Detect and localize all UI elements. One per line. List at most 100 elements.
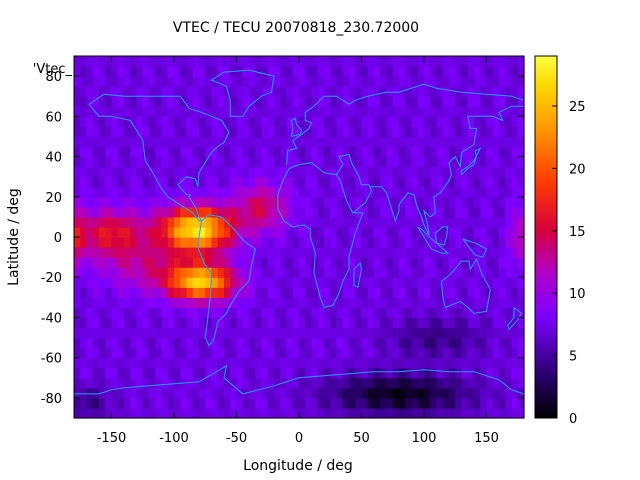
heatmap-cell — [186, 387, 194, 399]
heatmap-cell — [417, 367, 425, 379]
heatmap-cell — [342, 257, 350, 268]
heatmap-cell — [236, 407, 244, 419]
heatmap-cell — [130, 297, 138, 308]
heatmap-cell — [492, 56, 500, 67]
heatmap-cell — [505, 126, 513, 138]
heatmap-cell — [392, 196, 400, 208]
heatmap-cell — [161, 56, 169, 67]
heatmap-cell — [311, 136, 319, 148]
heatmap-cell — [399, 196, 406, 208]
heatmap-cell — [92, 186, 100, 198]
heatmap-cell — [380, 377, 388, 389]
heatmap-cell — [280, 337, 288, 349]
heatmap-cell — [167, 357, 175, 369]
heatmap-cell — [80, 66, 88, 77]
heatmap-cell — [217, 407, 225, 419]
heatmap-cell — [124, 347, 131, 359]
heatmap-cell — [136, 367, 144, 379]
heatmap-cell — [324, 407, 331, 419]
heatmap-cell — [492, 86, 500, 97]
heatmap-cell — [355, 357, 363, 369]
heatmap-cell — [224, 226, 231, 238]
heatmap-cell — [217, 186, 225, 198]
heatmap-cell — [355, 156, 363, 168]
heatmap-cell — [361, 56, 369, 67]
heatmap-cell — [355, 347, 363, 359]
heatmap-cell — [205, 367, 213, 379]
heatmap-cell — [474, 327, 481, 339]
heatmap-cell — [117, 257, 125, 268]
heatmap-cell — [236, 86, 244, 97]
heatmap-cell — [317, 176, 325, 188]
heatmap-cell — [367, 76, 375, 87]
heatmap-cell — [330, 357, 338, 369]
heatmap-cell — [405, 257, 413, 268]
heatmap-cell — [305, 267, 313, 278]
heatmap-cell — [299, 367, 306, 379]
heatmap-cell — [467, 66, 475, 77]
heatmap-cell — [461, 387, 469, 399]
x-tick-label: 100 — [412, 431, 437, 446]
heatmap-cell — [436, 186, 444, 198]
heatmap-cell — [486, 216, 494, 228]
heatmap-cell — [305, 247, 313, 258]
heatmap-cell — [474, 317, 481, 329]
heatmap-cell — [80, 206, 88, 218]
heatmap-cell — [311, 216, 319, 228]
heatmap-cell — [117, 156, 125, 168]
heatmap-cell — [486, 116, 494, 127]
heatmap-cell — [461, 176, 469, 188]
heatmap-cell — [349, 126, 356, 138]
heatmap-cell — [442, 297, 450, 308]
new-zealand-coast — [507, 307, 523, 331]
heatmap-cell — [505, 116, 513, 127]
heatmap-cell — [417, 186, 425, 198]
heatmap-cell — [111, 257, 119, 268]
heatmap-cell — [155, 397, 163, 409]
heatmap-cell — [455, 96, 463, 107]
heatmap-cell — [167, 66, 175, 77]
heatmap-cell — [205, 387, 213, 399]
heatmap-cell — [255, 377, 263, 389]
heatmap-cell — [317, 226, 325, 238]
heatmap-cell — [505, 56, 513, 67]
heatmap-cell — [211, 136, 219, 148]
heatmap-cell — [274, 237, 281, 248]
heatmap-cell — [274, 216, 281, 228]
heatmap-cell — [92, 317, 100, 329]
heatmap-cell — [174, 76, 181, 87]
heatmap-cell — [367, 397, 375, 409]
heatmap-cell — [199, 196, 206, 208]
heatmap-cell — [155, 206, 163, 218]
heatmap-cell — [474, 116, 481, 127]
heatmap-cell — [367, 216, 375, 228]
heatmap-cell — [324, 76, 331, 87]
heatmap-cell — [142, 86, 150, 97]
heatmap-cell — [299, 146, 306, 158]
heatmap-cell — [124, 56, 131, 67]
heatmap-cell — [161, 247, 169, 258]
heatmap-cell — [99, 186, 106, 198]
heatmap-cell — [374, 407, 381, 419]
heatmap-cell — [186, 367, 194, 379]
heatmap-cell — [392, 126, 400, 138]
heatmap-cell — [399, 357, 406, 369]
heatmap-cell — [105, 287, 113, 298]
heatmap-cell — [492, 146, 500, 158]
heatmap-cell — [505, 357, 513, 369]
heatmap-cell — [474, 206, 481, 218]
heatmap-cell — [480, 136, 488, 148]
heatmap-cell — [80, 257, 88, 268]
heatmap-cell — [242, 176, 250, 188]
heatmap-cell — [99, 106, 106, 117]
heatmap-cell — [249, 277, 256, 288]
heatmap-cell — [349, 297, 356, 308]
heatmap-cell — [505, 367, 513, 379]
heatmap-cell — [505, 237, 513, 248]
heatmap-cell — [230, 277, 238, 288]
heatmap-cell — [386, 297, 394, 308]
heatmap-cell — [349, 146, 356, 158]
heatmap-cell — [124, 367, 131, 379]
heatmap-cell — [205, 297, 213, 308]
heatmap-cell — [361, 126, 369, 138]
